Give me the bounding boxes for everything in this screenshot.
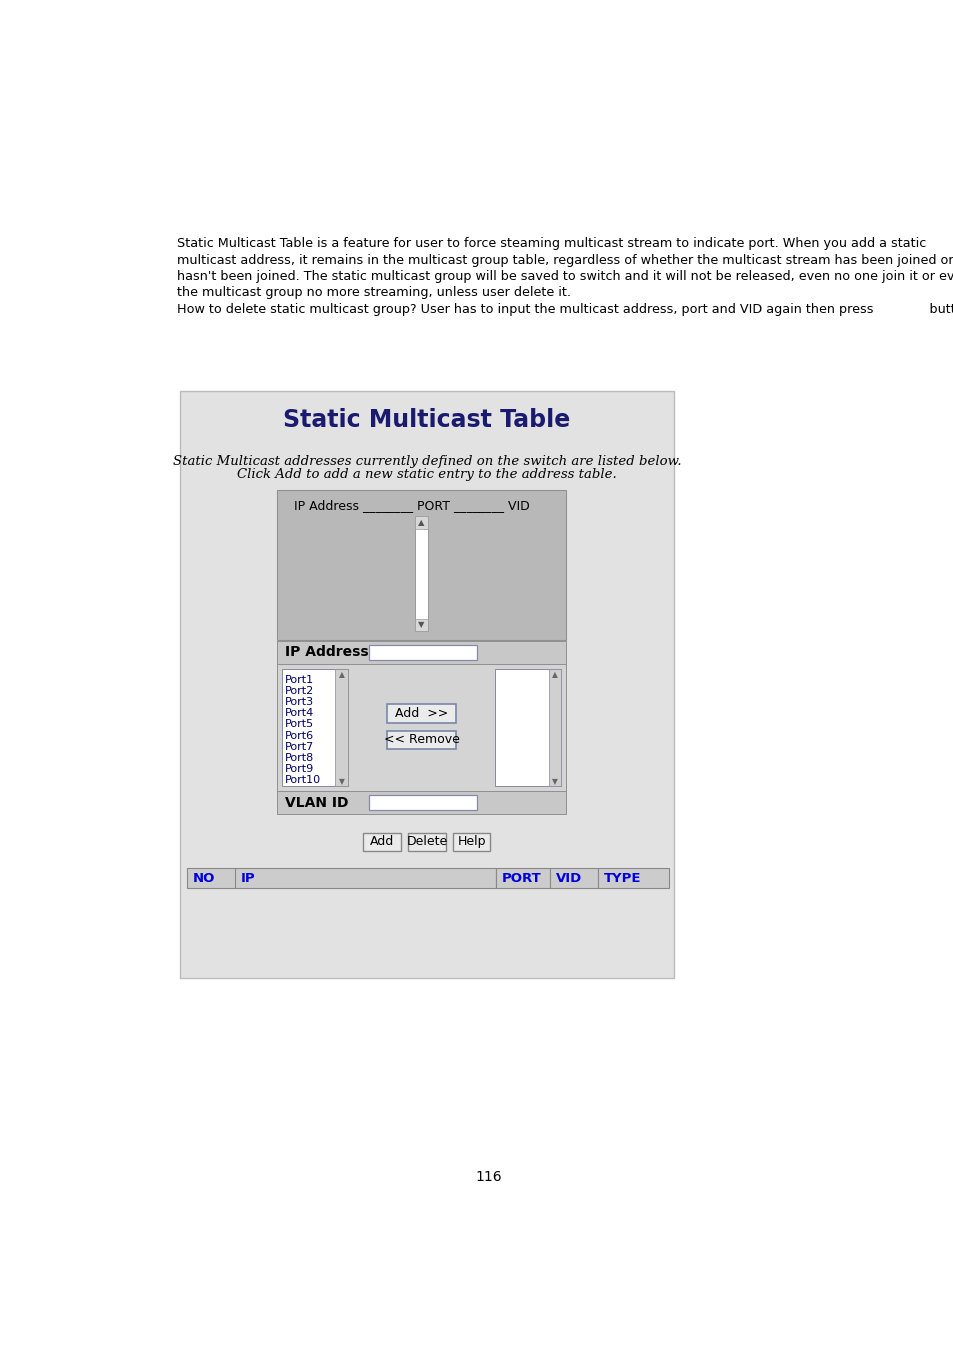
Text: PORT: PORT	[500, 872, 540, 884]
Text: ▲: ▲	[551, 670, 558, 679]
Bar	[415, 618, 428, 630]
Text: Static Multicast Table is a feature for user to force steaming multicast stream : Static Multicast Table is a feature for …	[177, 238, 925, 251]
Text: VLAN ID: VLAN ID	[285, 795, 348, 810]
Text: Add: Add	[370, 836, 394, 848]
Text: VID: VID	[555, 872, 581, 884]
Text: ▲: ▲	[338, 670, 344, 679]
Text: << Remove: << Remove	[383, 733, 459, 747]
Bar	[363, 833, 400, 851]
Text: Port2: Port2	[285, 686, 314, 697]
Bar	[495, 668, 560, 787]
Bar	[369, 645, 476, 660]
Text: Click Add to add a new static entry to the address table.: Click Add to add a new static entry to t…	[236, 468, 617, 482]
Bar	[453, 833, 490, 851]
Text: ▼: ▼	[551, 776, 558, 786]
Text: NO: NO	[193, 872, 215, 884]
Text: the multicast group no more streaming, unless user delete it.: the multicast group no more streaming, u…	[177, 286, 571, 298]
Bar	[415, 516, 428, 630]
Bar	[277, 791, 565, 814]
Text: Port3: Port3	[285, 697, 314, 707]
Text: Static Multicast addresses currently defined on the switch are listed below.: Static Multicast addresses currently def…	[172, 455, 680, 467]
Bar	[282, 668, 348, 787]
Bar	[277, 664, 565, 791]
Text: Add  >>: Add >>	[395, 707, 448, 720]
Text: Static Multicast Table: Static Multicast Table	[283, 409, 570, 432]
Text: Port4: Port4	[285, 709, 314, 718]
Text: IP Address ________ PORT ________ VID: IP Address ________ PORT ________ VID	[294, 500, 530, 512]
Text: Port9: Port9	[285, 764, 314, 774]
Text: IP: IP	[241, 872, 255, 884]
Bar	[335, 668, 348, 787]
Text: Port10: Port10	[285, 775, 321, 786]
Text: Port5: Port5	[285, 720, 314, 729]
Bar	[496, 868, 550, 888]
Text: ▼: ▼	[417, 620, 424, 629]
Bar	[387, 730, 456, 749]
Text: Help: Help	[457, 836, 486, 848]
Text: Port7: Port7	[285, 741, 314, 752]
Bar	[550, 868, 598, 888]
Bar	[187, 868, 235, 888]
Bar	[408, 833, 445, 851]
Text: IP Address: IP Address	[285, 645, 369, 660]
Bar	[369, 795, 476, 810]
Bar	[277, 490, 565, 640]
Text: How to delete static multicast group? User has to input the multicast address, p: How to delete static multicast group? Us…	[177, 302, 953, 316]
Bar	[415, 516, 428, 528]
Text: ▼: ▼	[338, 776, 344, 786]
Text: Port1: Port1	[285, 675, 314, 684]
Text: Port8: Port8	[285, 753, 314, 763]
Bar	[277, 641, 565, 664]
Bar	[598, 868, 669, 888]
Text: TYPE: TYPE	[603, 872, 640, 884]
Bar	[235, 868, 496, 888]
Text: Port6: Port6	[285, 730, 314, 741]
Text: multicast address, it remains in the multicast group table, regardless of whethe: multicast address, it remains in the mul…	[177, 254, 953, 267]
Bar	[548, 668, 560, 787]
Bar	[179, 392, 674, 979]
Text: 116: 116	[476, 1170, 501, 1184]
Text: Delete: Delete	[406, 836, 447, 848]
Text: hasn't been joined. The static multicast group will be saved to switch and it wi: hasn't been joined. The static multicast…	[177, 270, 953, 282]
Bar	[387, 705, 456, 724]
Text: ▲: ▲	[417, 518, 424, 526]
